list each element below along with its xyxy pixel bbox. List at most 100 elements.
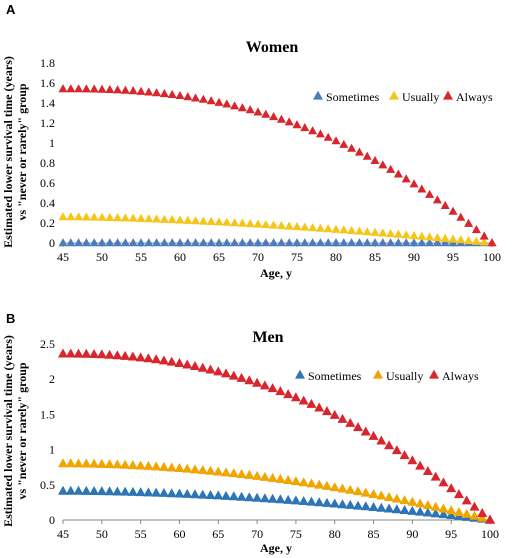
data-point [58,458,68,468]
data-point [425,238,435,247]
y-tick-label: 1 [49,136,55,150]
data-point [485,514,495,524]
legend-marker-sometimes [295,369,305,379]
x-tick-label: 95 [447,250,459,264]
data-point [415,498,426,508]
data-point [446,505,457,515]
data-point [65,485,76,495]
legend-marker-always [443,90,453,100]
x-tick-label: 95 [445,527,457,541]
y-tick-label: 1 [49,443,55,457]
data-point [453,507,464,517]
data-point [446,483,457,493]
panel-a-data-marks [58,84,497,247]
x-tick-label: 70 [252,250,264,264]
data-point [259,471,270,481]
x-tick-label: 65 [213,250,225,264]
data-point [81,212,91,221]
series-usually [58,212,497,247]
data-point [97,84,107,93]
data-point [347,225,357,235]
data-point [360,501,371,511]
data-point [113,213,123,222]
data-point [339,225,349,234]
data-point [417,238,427,247]
panel-a: A Women Estimated lower survival time (y… [1,2,501,280]
data-point [314,497,325,507]
data-point [144,214,154,223]
data-point [221,490,232,500]
data-point [479,231,489,240]
data-point [384,503,395,513]
data-point [269,112,279,121]
data-point [329,482,340,492]
data-point [230,238,240,247]
data-point [440,200,450,209]
data-point [104,459,115,469]
data-point [96,486,107,496]
data-point [276,220,286,230]
data-point [175,238,185,247]
data-point [354,147,364,156]
panel-a-ylabel-line-1: Estimated lower survival time (years) [1,56,15,248]
data-point [213,490,224,500]
data-point [290,495,301,505]
data-point [230,101,240,110]
panel-b-xlabel: Age, y [260,541,292,555]
legend-label-always: Always [456,90,493,104]
data-point [135,352,146,362]
data-point [81,458,92,468]
data-point [456,212,466,221]
x-tick-label: 55 [135,527,147,541]
panel-a-legend: Sometimes Usually Always [313,90,493,104]
data-point [174,357,185,367]
data-point [159,88,169,98]
data-point [337,499,348,509]
data-point [144,87,154,96]
data-point [376,490,387,500]
data-point [112,459,123,469]
data-point [461,495,472,505]
panel-b-data-marks [58,348,495,524]
data-point [275,386,286,396]
panel-b-y-ticks: 0 0.5 1 1.5 2 2.5 [40,337,55,527]
data-point [89,458,100,468]
data-point [477,512,488,522]
data-point [461,508,472,518]
data-point [174,488,185,498]
data-point [189,489,200,499]
data-point [370,238,380,247]
data-point [127,351,138,361]
data-point [244,375,255,385]
data-point [198,216,208,225]
data-point [321,497,332,507]
data-point [391,493,402,503]
data-point [471,225,481,234]
data-point [393,169,403,178]
data-point [120,213,130,222]
data-point [425,189,435,198]
data-point [167,89,177,99]
data-point [353,486,364,496]
data-point [283,389,294,399]
data-point [214,238,224,247]
data-point [401,230,411,239]
data-point [393,238,403,247]
data-point [151,354,162,364]
data-point [222,99,232,108]
series-always [58,348,495,524]
data-point [58,348,68,358]
data-point [298,477,309,487]
data-point [144,238,154,247]
legend-label-sometimes: Sometimes [308,369,362,383]
data-point [112,350,123,360]
data-point [73,485,84,495]
data-point [228,491,239,501]
data-point [89,84,99,93]
data-point [269,220,279,229]
data-point [409,230,419,240]
data-point [205,465,216,475]
panel-a-y-ticks: 0 0.2 0.4 0.6 0.8 1 1.2 1.4 1.6 1.8 [40,56,55,250]
data-point [292,120,302,129]
data-point [353,500,364,510]
